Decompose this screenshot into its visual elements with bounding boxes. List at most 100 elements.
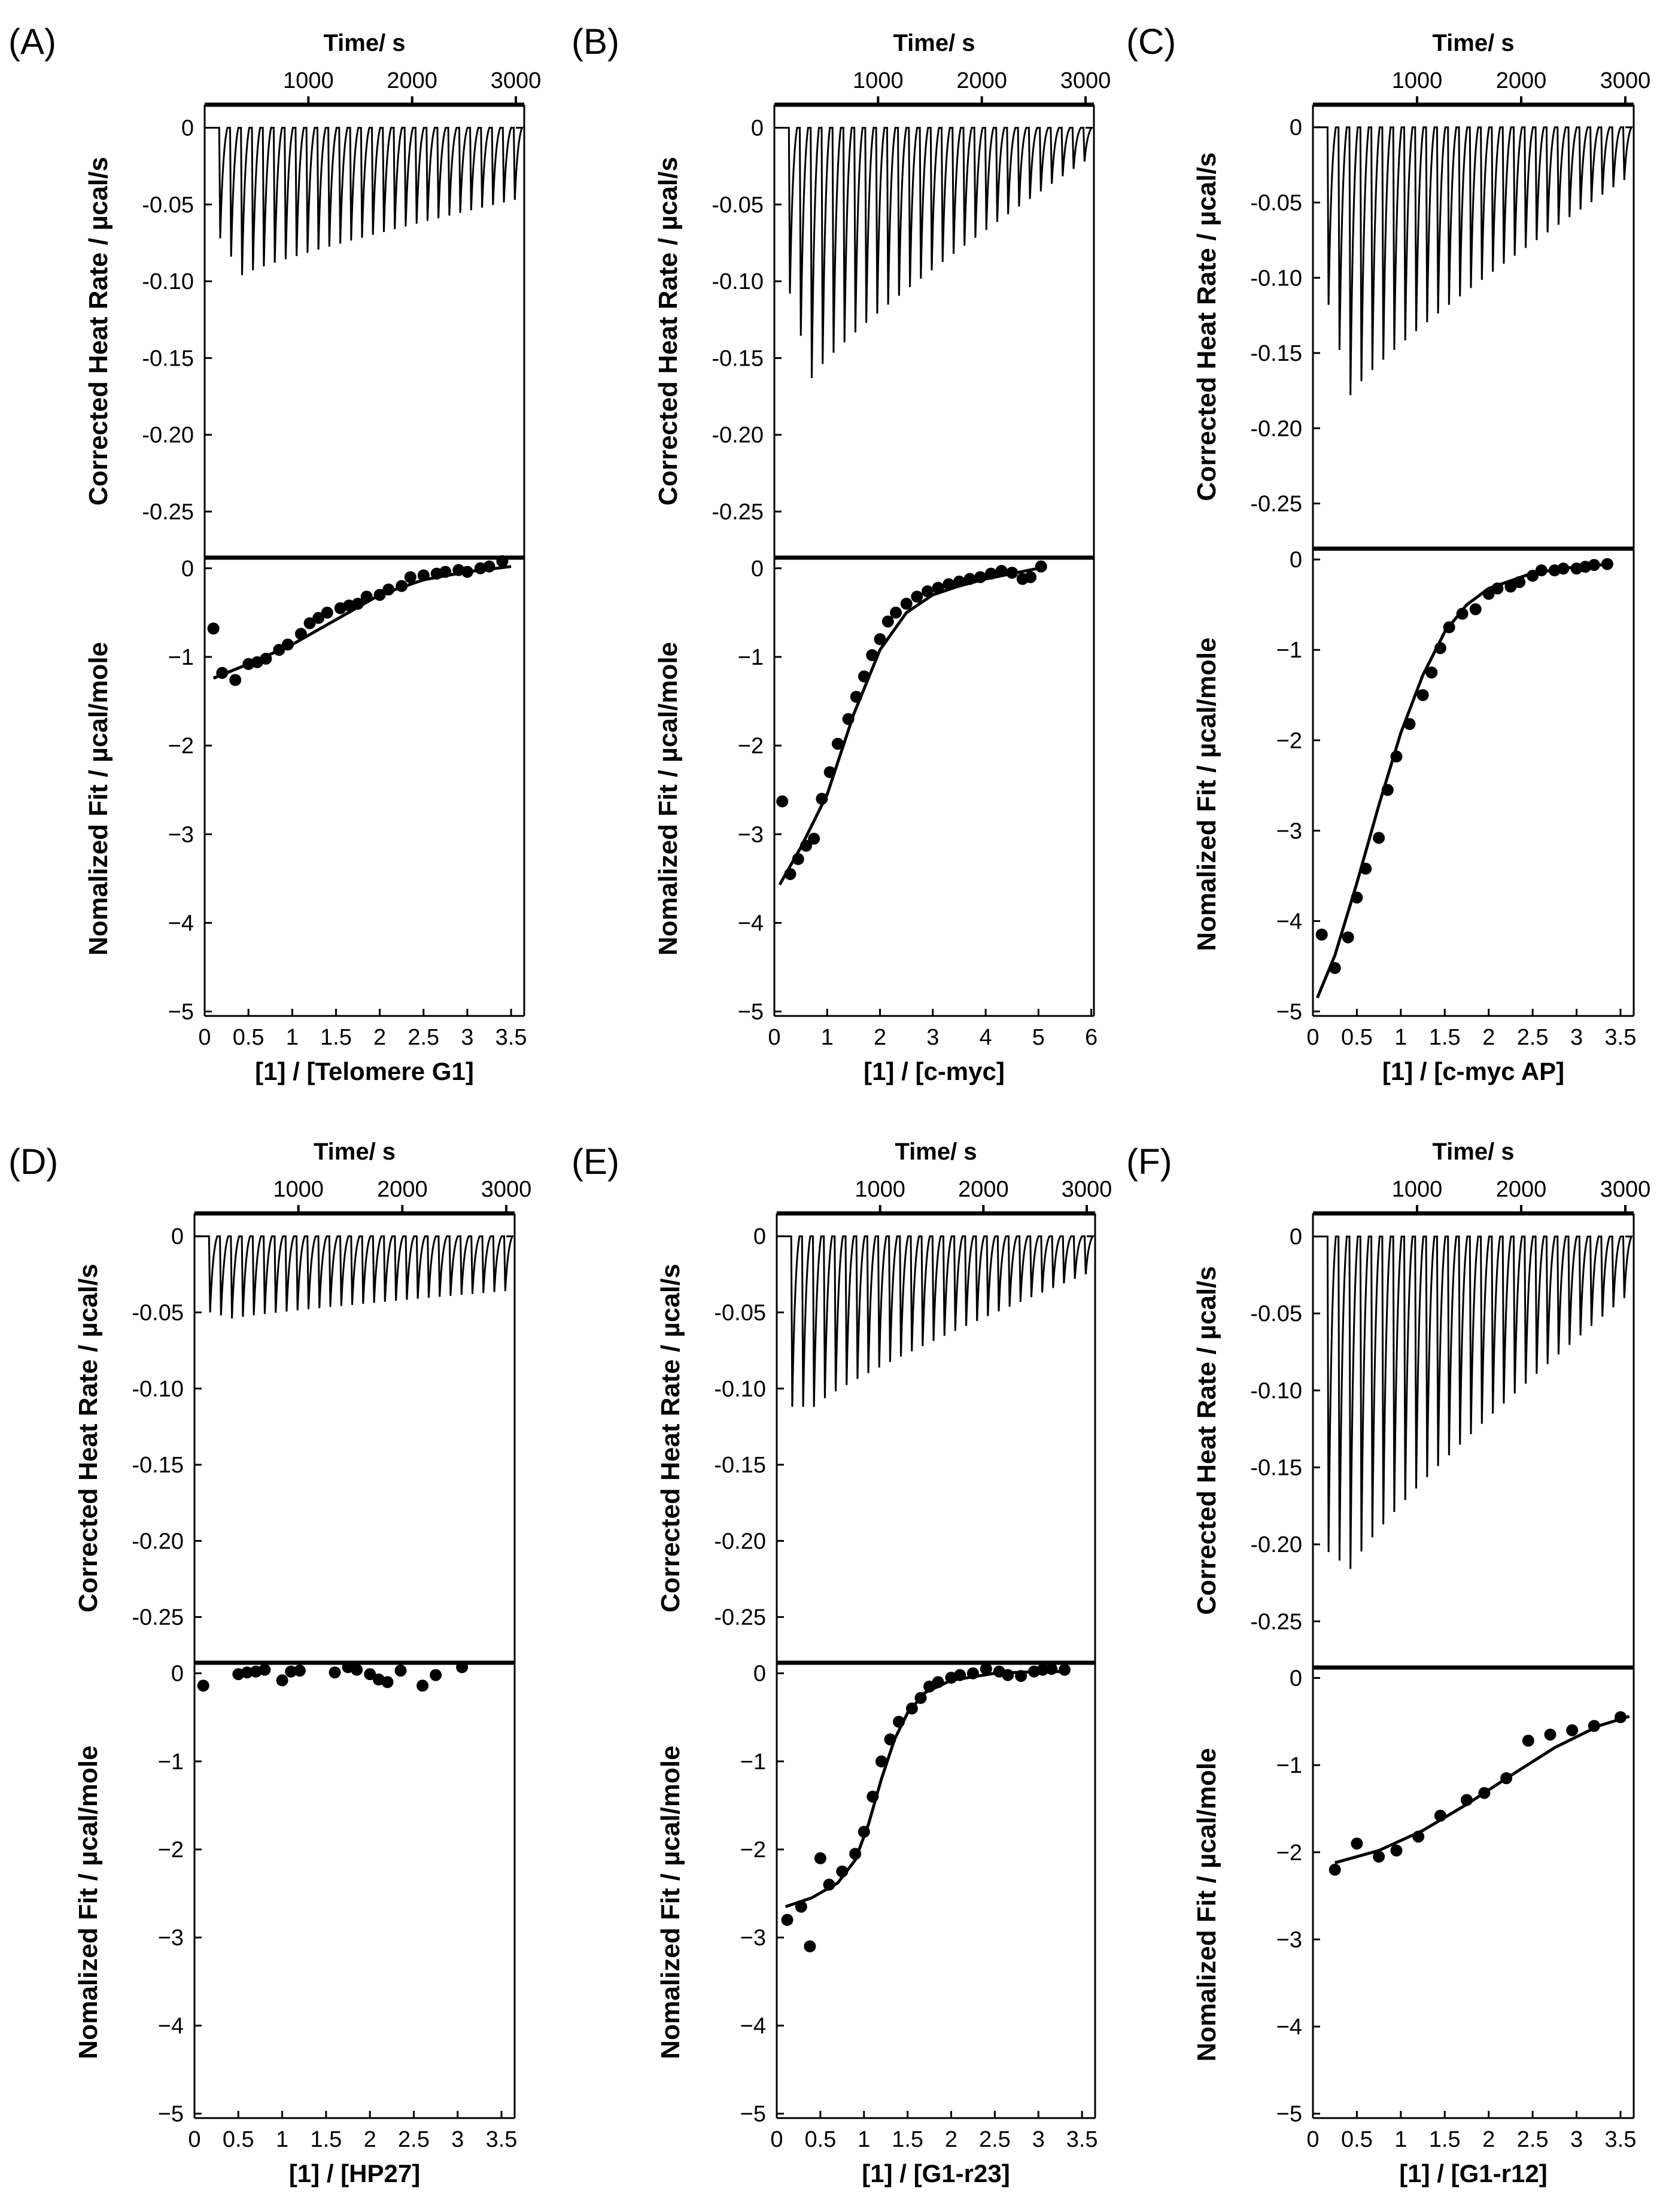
x-tick-label: 0.5 (233, 1025, 265, 1050)
top-y-tick-label: -0.25 (714, 1605, 766, 1630)
panel-label: (A) (8, 22, 56, 62)
top-y-tick-label: -0.20 (132, 1529, 184, 1554)
data-point (396, 580, 408, 592)
data-point (321, 606, 333, 619)
bottom-y-tick-label: −4 (158, 2013, 184, 2038)
x-tick-label: 1.5 (1429, 1025, 1461, 1050)
bottom-y-tick-label: −1 (1276, 1753, 1302, 1778)
panel-c: (C) 1000 2000 3000 Time/ s 0 -0.05 -0.10 -0.15 -0… (1126, 22, 1650, 1085)
data-point (1381, 784, 1394, 796)
data-point (932, 1676, 944, 1688)
top-y-tick-label: -0.15 (1250, 1456, 1302, 1481)
top-y-tick-label: -0.10 (714, 1377, 766, 1402)
data-point (1482, 588, 1495, 600)
data-point (1035, 560, 1047, 573)
x-tick-label: 2 (373, 1025, 386, 1050)
top-y-tick-label: -0.05 (1250, 190, 1302, 215)
data-point (890, 606, 902, 619)
top-y-axis-title: Corrected Heat Rate / µcal/s (84, 157, 113, 506)
data-point (900, 598, 913, 610)
x-tick-label: 1 (1394, 2127, 1407, 2152)
time-tick-label: 2000 (958, 1177, 1009, 1202)
x-tick-label: 0.5 (1341, 1025, 1373, 1050)
data-point (867, 1790, 879, 1803)
data-point (905, 1702, 918, 1715)
data-point (216, 667, 229, 679)
data-point (197, 1679, 209, 1692)
data-point (483, 560, 495, 573)
data-point (858, 670, 870, 683)
time-tick-label: 2000 (387, 68, 437, 93)
bottom-y-axis-title: Nomalized Fit / µcal/mole (1192, 637, 1221, 951)
data-point (792, 853, 804, 865)
top-y-tick-label: -0.10 (1250, 266, 1302, 291)
data-point (808, 832, 820, 845)
time-tick-label: 2000 (1496, 1177, 1547, 1202)
data-point (922, 585, 934, 598)
x-tick-label: 0.5 (804, 2127, 836, 2152)
time-tick-label: 3000 (1600, 1177, 1651, 1202)
top-y-tick-label: 0 (171, 1224, 184, 1249)
bottom-y-tick-label: 0 (181, 556, 194, 582)
top-y-tick-label: -0.05 (132, 1300, 184, 1325)
data-point (394, 1665, 407, 1677)
x-tick-label: 2.5 (1517, 1025, 1549, 1050)
bottom-y-tick-label: −4 (1276, 909, 1302, 934)
top-y-axis-title: Corrected Heat Rate / µcal/s (653, 157, 683, 506)
top-y-tick-label: -0.10 (142, 269, 194, 294)
bottom-y-tick-label: 0 (751, 556, 764, 582)
top-y-tick-label: -0.10 (132, 1377, 184, 1402)
x-axis-title: [1] / [Telomere G1] (255, 1057, 474, 1085)
bottom-y-tick-label: −5 (738, 1000, 764, 1025)
bottom-y-axis-title: Nomalized Fit / µcal/mole (656, 1745, 685, 2059)
top-y-tick-label: -0.15 (714, 1453, 766, 1478)
data-point (823, 1878, 835, 1891)
data-point (823, 766, 836, 778)
data-point (1461, 1794, 1473, 1806)
bottom-y-tick-label: −3 (1276, 819, 1302, 844)
top-y-axis-title: Corrected Heat Rate / µcal/s (74, 1264, 103, 1612)
x-tick-label: 1.5 (892, 2127, 923, 2152)
time-axis-title: Time/ s (323, 30, 405, 56)
data-point (1412, 1830, 1425, 1843)
bottom-y-tick-label: −4 (1276, 2015, 1302, 2040)
x-tick-label: 2 (1482, 2127, 1495, 2152)
top-y-tick-label: -0.05 (142, 193, 194, 218)
top-y-axis-title: Corrected Heat Rate / µcal/s (656, 1264, 685, 1612)
time-axis-title: Time/ s (1432, 30, 1514, 56)
bottom-y-tick-label: −2 (168, 734, 194, 759)
data-point (954, 1669, 966, 1681)
x-tick-label: 0.5 (1341, 2127, 1373, 2152)
time-tick-label: 1000 (853, 68, 904, 93)
data-point (1024, 571, 1037, 583)
data-point (276, 1674, 288, 1687)
bottom-y-tick-label: −3 (168, 822, 194, 847)
time-tick-label: 3000 (1060, 68, 1111, 93)
x-tick-label: 4 (979, 1025, 992, 1050)
top-y-tick-label: 0 (1290, 115, 1302, 141)
data-point (1425, 667, 1438, 678)
data-point (963, 573, 976, 585)
top-y-tick-label: -0.15 (142, 346, 194, 371)
x-tick-label: 1 (276, 2127, 288, 2152)
data-point (1315, 929, 1328, 941)
x-tick-label: 1 (821, 1025, 834, 1050)
bottom-y-tick-label: −1 (740, 1749, 766, 1775)
thermogram-trace (779, 1235, 1095, 1407)
x-tick-label: 1.5 (310, 2127, 342, 2152)
bottom-y-tick-label: −2 (740, 1837, 766, 1863)
fit-curve (785, 1670, 1065, 1909)
x-tick-label: 3.5 (1605, 2127, 1637, 2152)
data-point (911, 591, 923, 603)
data-point (874, 633, 886, 646)
top-y-axis-title: Corrected Heat Rate / µcal/s (1192, 153, 1221, 501)
data-point (373, 589, 386, 601)
data-point (1403, 718, 1416, 731)
top-y-tick-label: 0 (751, 115, 764, 141)
data-point (781, 1913, 794, 1926)
thermogram-trace (1315, 1236, 1633, 1569)
x-tick-label: 3.5 (1066, 2127, 1098, 2152)
time-tick-label: 1000 (855, 1177, 905, 1202)
data-point (1469, 603, 1482, 616)
top-y-tick-label: -0.20 (712, 423, 764, 448)
